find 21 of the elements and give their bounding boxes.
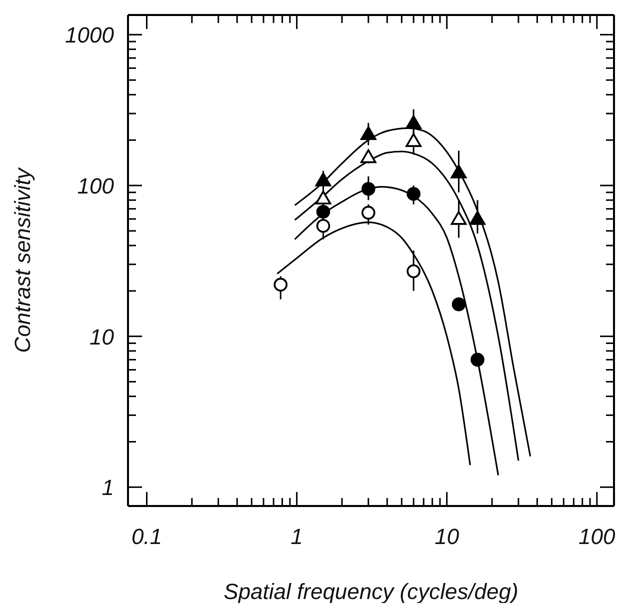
point (406, 186, 420, 201)
y-tick-label: 100 (77, 173, 115, 198)
y-tick-label: 1 (102, 475, 114, 500)
x-tick-label: 10 (434, 524, 460, 549)
point (452, 297, 466, 312)
x-tick-label: 0.1 (131, 524, 162, 549)
point (360, 126, 376, 140)
point (360, 149, 376, 164)
y-tick-label: 1000 (65, 22, 115, 48)
point (450, 164, 467, 178)
point (315, 172, 332, 186)
x-tick-label: 100 (578, 524, 616, 549)
point (450, 211, 467, 225)
point (316, 204, 330, 219)
point (406, 133, 422, 147)
x-tick-label: 1 (290, 524, 303, 549)
point (361, 182, 376, 196)
point (406, 115, 422, 130)
y-tick-label: 10 (90, 324, 115, 350)
point (315, 190, 332, 204)
y-axis-title: Contrast sensitivity (10, 166, 35, 353)
